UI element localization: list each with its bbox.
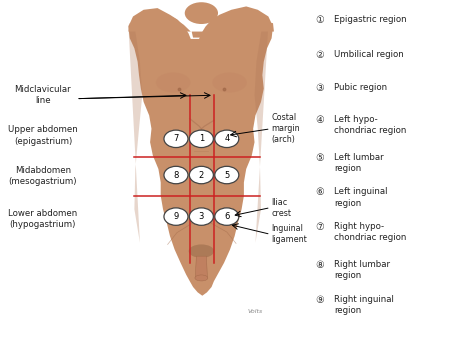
Text: Iliac
crest: Iliac crest [272,197,292,218]
Ellipse shape [189,244,214,258]
Ellipse shape [156,72,191,93]
Circle shape [164,166,188,184]
Text: Right lumbar
region: Right lumbar region [334,260,390,280]
Circle shape [190,166,213,184]
Circle shape [164,208,188,225]
Circle shape [215,166,239,184]
Text: Pubic region: Pubic region [334,82,387,92]
Text: 3: 3 [199,212,204,221]
Text: 1: 1 [199,134,204,143]
Circle shape [215,208,239,225]
Polygon shape [128,25,142,243]
Polygon shape [191,31,210,38]
Text: Upper abdomen
(epigastrium): Upper abdomen (epigastrium) [8,125,78,146]
Text: ⑤: ⑤ [316,153,324,163]
Ellipse shape [212,72,247,93]
Text: Right inguinal
region: Right inguinal region [334,295,394,315]
Text: ④: ④ [316,115,324,125]
Circle shape [164,130,188,148]
Text: Midabdomen
(mesogastrium): Midabdomen (mesogastrium) [9,166,77,186]
Text: Inguinal
ligament: Inguinal ligament [272,224,307,244]
Text: ⑨: ⑨ [316,295,324,305]
Polygon shape [195,256,208,278]
Text: 8: 8 [173,171,179,179]
Text: Lower abdomen
(hypogastrium): Lower abdomen (hypogastrium) [8,209,78,230]
Ellipse shape [185,2,218,24]
Text: 7: 7 [173,134,179,143]
Text: 6: 6 [224,212,229,221]
Text: ⑧: ⑧ [316,260,324,270]
Text: Epigastric region: Epigastric region [334,15,407,24]
Polygon shape [255,25,268,243]
Circle shape [190,208,213,225]
Circle shape [190,130,213,148]
Polygon shape [128,13,191,31]
Text: Volts: Volts [248,309,263,314]
Text: ⑦: ⑦ [316,222,324,232]
Polygon shape [128,6,273,296]
Text: 9: 9 [173,212,179,221]
Text: Costal
margin
(arch): Costal margin (arch) [272,113,300,144]
Text: Umbilical region: Umbilical region [334,50,404,59]
Text: Left lumbar
region: Left lumbar region [334,153,383,173]
Text: 4: 4 [224,134,229,143]
Text: Left inguinal
region: Left inguinal region [334,188,387,208]
Text: Left hypo-
chondriac region: Left hypo- chondriac region [334,115,406,136]
Text: Right hypo-
chondriac region: Right hypo- chondriac region [334,222,406,242]
Text: ③: ③ [316,82,324,93]
Text: 5: 5 [224,171,229,179]
Text: ①: ① [316,15,324,25]
Text: ⑥: ⑥ [316,188,324,197]
Ellipse shape [195,275,208,281]
Text: 2: 2 [199,171,204,179]
Polygon shape [210,13,274,31]
Text: ②: ② [316,50,324,60]
Text: Midclavicular
line: Midclavicular line [15,85,71,105]
Circle shape [215,130,239,148]
